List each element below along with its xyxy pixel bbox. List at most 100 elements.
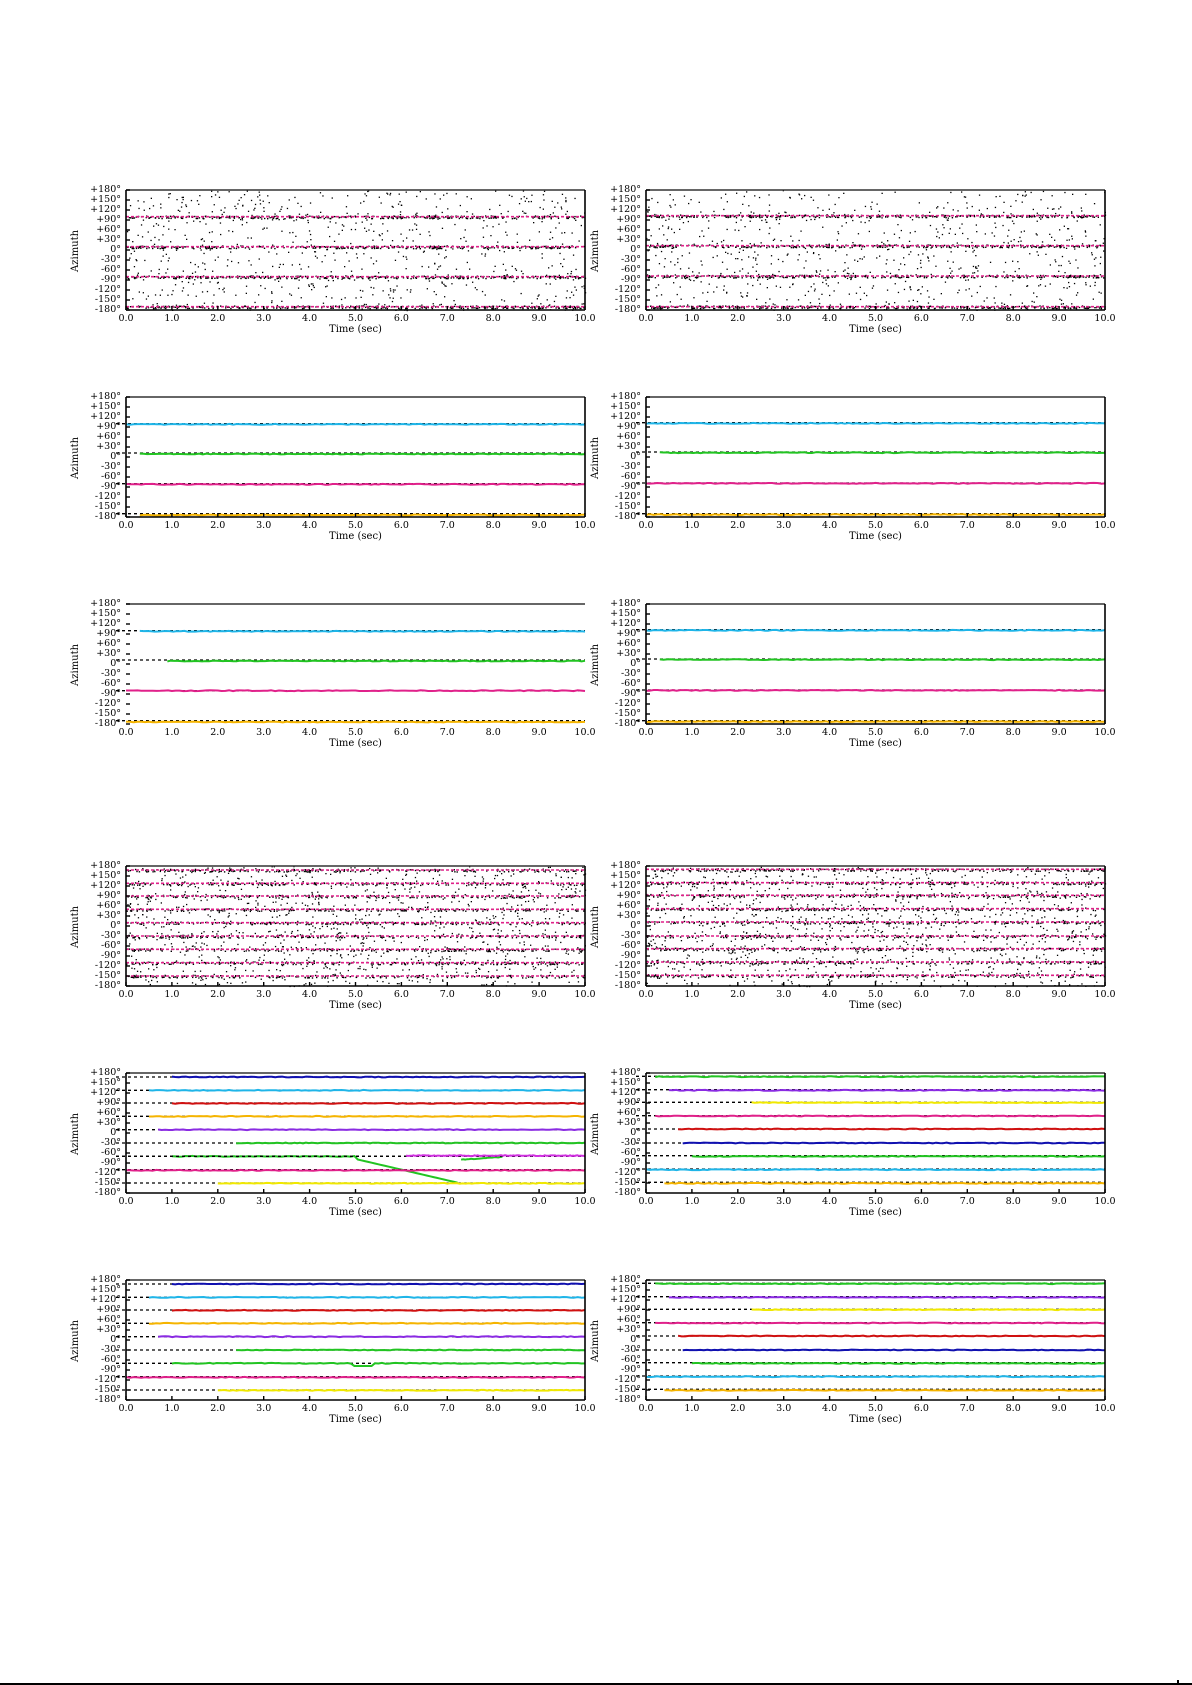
y-tick-label: +180°: [90, 1067, 121, 1078]
y-tick-label: -180°: [614, 511, 641, 522]
track-cyan: [645, 1168, 1106, 1172]
y-tick-label: -90°: [620, 1157, 641, 1168]
x-tick-label: 3.0: [776, 313, 792, 324]
x-tick-label: 8.0: [1005, 313, 1021, 324]
x-tick-label: 1.0: [164, 727, 180, 738]
x-tick-label: 3.0: [256, 520, 272, 531]
track-magenta: [126, 689, 586, 693]
y-tick-label: +60°: [616, 638, 641, 649]
x-tick-label: 7.0: [959, 727, 975, 738]
x-tick-label: 8.0: [485, 727, 501, 738]
y-tick-label: +180°: [610, 1274, 641, 1285]
y-tick-label: +120°: [610, 204, 641, 215]
x-tick-label: 7.0: [959, 989, 975, 1000]
x-tick-label: 6.0: [913, 520, 929, 531]
x-tick-label: 5.0: [867, 313, 884, 324]
x-tick-label: 1.0: [164, 1403, 180, 1414]
y-tick-label: +120°: [610, 618, 641, 629]
x-tick-label: 7.0: [439, 313, 455, 324]
x-tick-label: 5.0: [867, 520, 884, 531]
y-tick-label: -30°: [620, 254, 641, 265]
track-green: [659, 658, 1106, 662]
y-tick-label: +30°: [96, 910, 121, 921]
x-tick-label: 9.0: [531, 520, 547, 531]
y-tick-label: +60°: [96, 224, 121, 235]
x-axis-label: Time (sec): [849, 738, 902, 749]
page-corner-mark: [1177, 1680, 1179, 1685]
y-axis-label: Azimuth: [590, 905, 601, 948]
x-tick-label: 10.0: [1094, 727, 1116, 738]
y-tick-label: -90°: [620, 481, 641, 492]
chart-panel-r5c2: +180° +150° +120° +90° +60° +30° 0° -30° -60° -90…: [586, 1063, 1126, 1233]
chart-panel-r5c1: +180° +150° +120° +90° +60° +30° 0° -30° -60° -90…: [66, 1063, 606, 1233]
y-tick-label: +60°: [616, 1107, 641, 1118]
x-axis-label: Time (sec): [849, 324, 902, 335]
y-axis-label: Azimuth: [590, 436, 601, 479]
chart-panel-r6c2: +180° +150° +120° +90° +60° +30° 0° -30° -60° -90…: [586, 1270, 1126, 1440]
y-tick-label: -30°: [100, 1137, 121, 1148]
track-magenta: [645, 481, 1106, 485]
x-tick-label: 8.0: [1005, 1196, 1021, 1207]
y-tick-label: +120°: [610, 1294, 641, 1305]
plot-svg: [645, 865, 1107, 988]
y-tick-label: -60°: [620, 678, 641, 689]
x-tick-label: 1.0: [684, 313, 700, 324]
y-tick-label: +120°: [610, 411, 641, 422]
x-tick-label: 1.0: [684, 1403, 700, 1414]
y-tick-label: +60°: [616, 224, 641, 235]
y-axis-label: Azimuth: [590, 229, 601, 272]
x-tick-label: 2.0: [730, 1403, 746, 1414]
x-tick-label: 10.0: [574, 1196, 596, 1207]
y-tick-label: +150°: [90, 1077, 121, 1088]
y-tick-label: +180°: [610, 598, 641, 609]
y-tick-label: +60°: [96, 431, 121, 442]
x-tick-label: 4.0: [302, 989, 318, 1000]
y-tick-label: +150°: [610, 1284, 641, 1295]
y-tick-label: -30°: [620, 1344, 641, 1355]
y-axis-label: Azimuth: [590, 643, 601, 686]
y-tick-label: +90°: [96, 1097, 121, 1108]
y-tick-label: -120°: [94, 1167, 121, 1178]
x-tick-label: 4.0: [302, 1403, 318, 1414]
x-tick-label: 1.0: [684, 727, 700, 738]
x-tick-label: 5.0: [347, 520, 364, 531]
track-purple: [668, 1088, 1106, 1092]
y-tick-label: -60°: [100, 264, 121, 275]
track-green-a: [236, 1348, 586, 1352]
x-tick-label: 10.0: [1094, 520, 1116, 531]
y-tick-label: -90°: [100, 481, 121, 492]
plot-svg: [645, 189, 1107, 311]
y-tick-label: -60°: [100, 678, 121, 689]
plot-svg: [636, 1072, 1106, 1194]
x-tick-label: 2.0: [210, 520, 226, 531]
x-tick-label: 0.0: [638, 1196, 654, 1207]
x-tick-label: 5.0: [347, 727, 364, 738]
track-yellow: [751, 1308, 1106, 1312]
track-blue: [682, 1141, 1106, 1145]
x-tick-label: 9.0: [1051, 1196, 1067, 1207]
x-tick-label: 2.0: [210, 1196, 226, 1207]
x-tick-label: 8.0: [1005, 1403, 1021, 1414]
x-tick-label: 3.0: [776, 989, 792, 1000]
track-yellow: [217, 1388, 586, 1392]
y-tick-label: -180°: [94, 718, 121, 729]
y-tick-label: +90°: [96, 421, 121, 432]
x-tick-label: 7.0: [439, 520, 455, 531]
y-tick-label: -90°: [100, 950, 121, 961]
y-tick-label: -60°: [620, 940, 641, 951]
track-magenta: [125, 482, 586, 486]
chart-panel-r2c2: +180° +150° +120° +90° +60° +30° 0° -30° -60° -90…: [586, 387, 1126, 557]
x-axis-label: Time (sec): [329, 531, 382, 542]
y-tick-label: 0°: [110, 1127, 121, 1138]
y-tick-label: +120°: [90, 1294, 121, 1305]
y-axis-label: Azimuth: [70, 905, 81, 948]
x-tick-label: 5.0: [347, 989, 364, 1000]
x-tick-label: 2.0: [210, 313, 226, 324]
y-tick-label: -150°: [94, 294, 121, 305]
x-tick-label: 6.0: [913, 1403, 929, 1414]
y-tick-label: +90°: [616, 628, 641, 639]
y-tick-label: +180°: [90, 391, 121, 402]
y-tick-label: -180°: [614, 1187, 641, 1198]
x-tick-label: 9.0: [1051, 1403, 1067, 1414]
x-tick-label: 5.0: [867, 1403, 884, 1414]
